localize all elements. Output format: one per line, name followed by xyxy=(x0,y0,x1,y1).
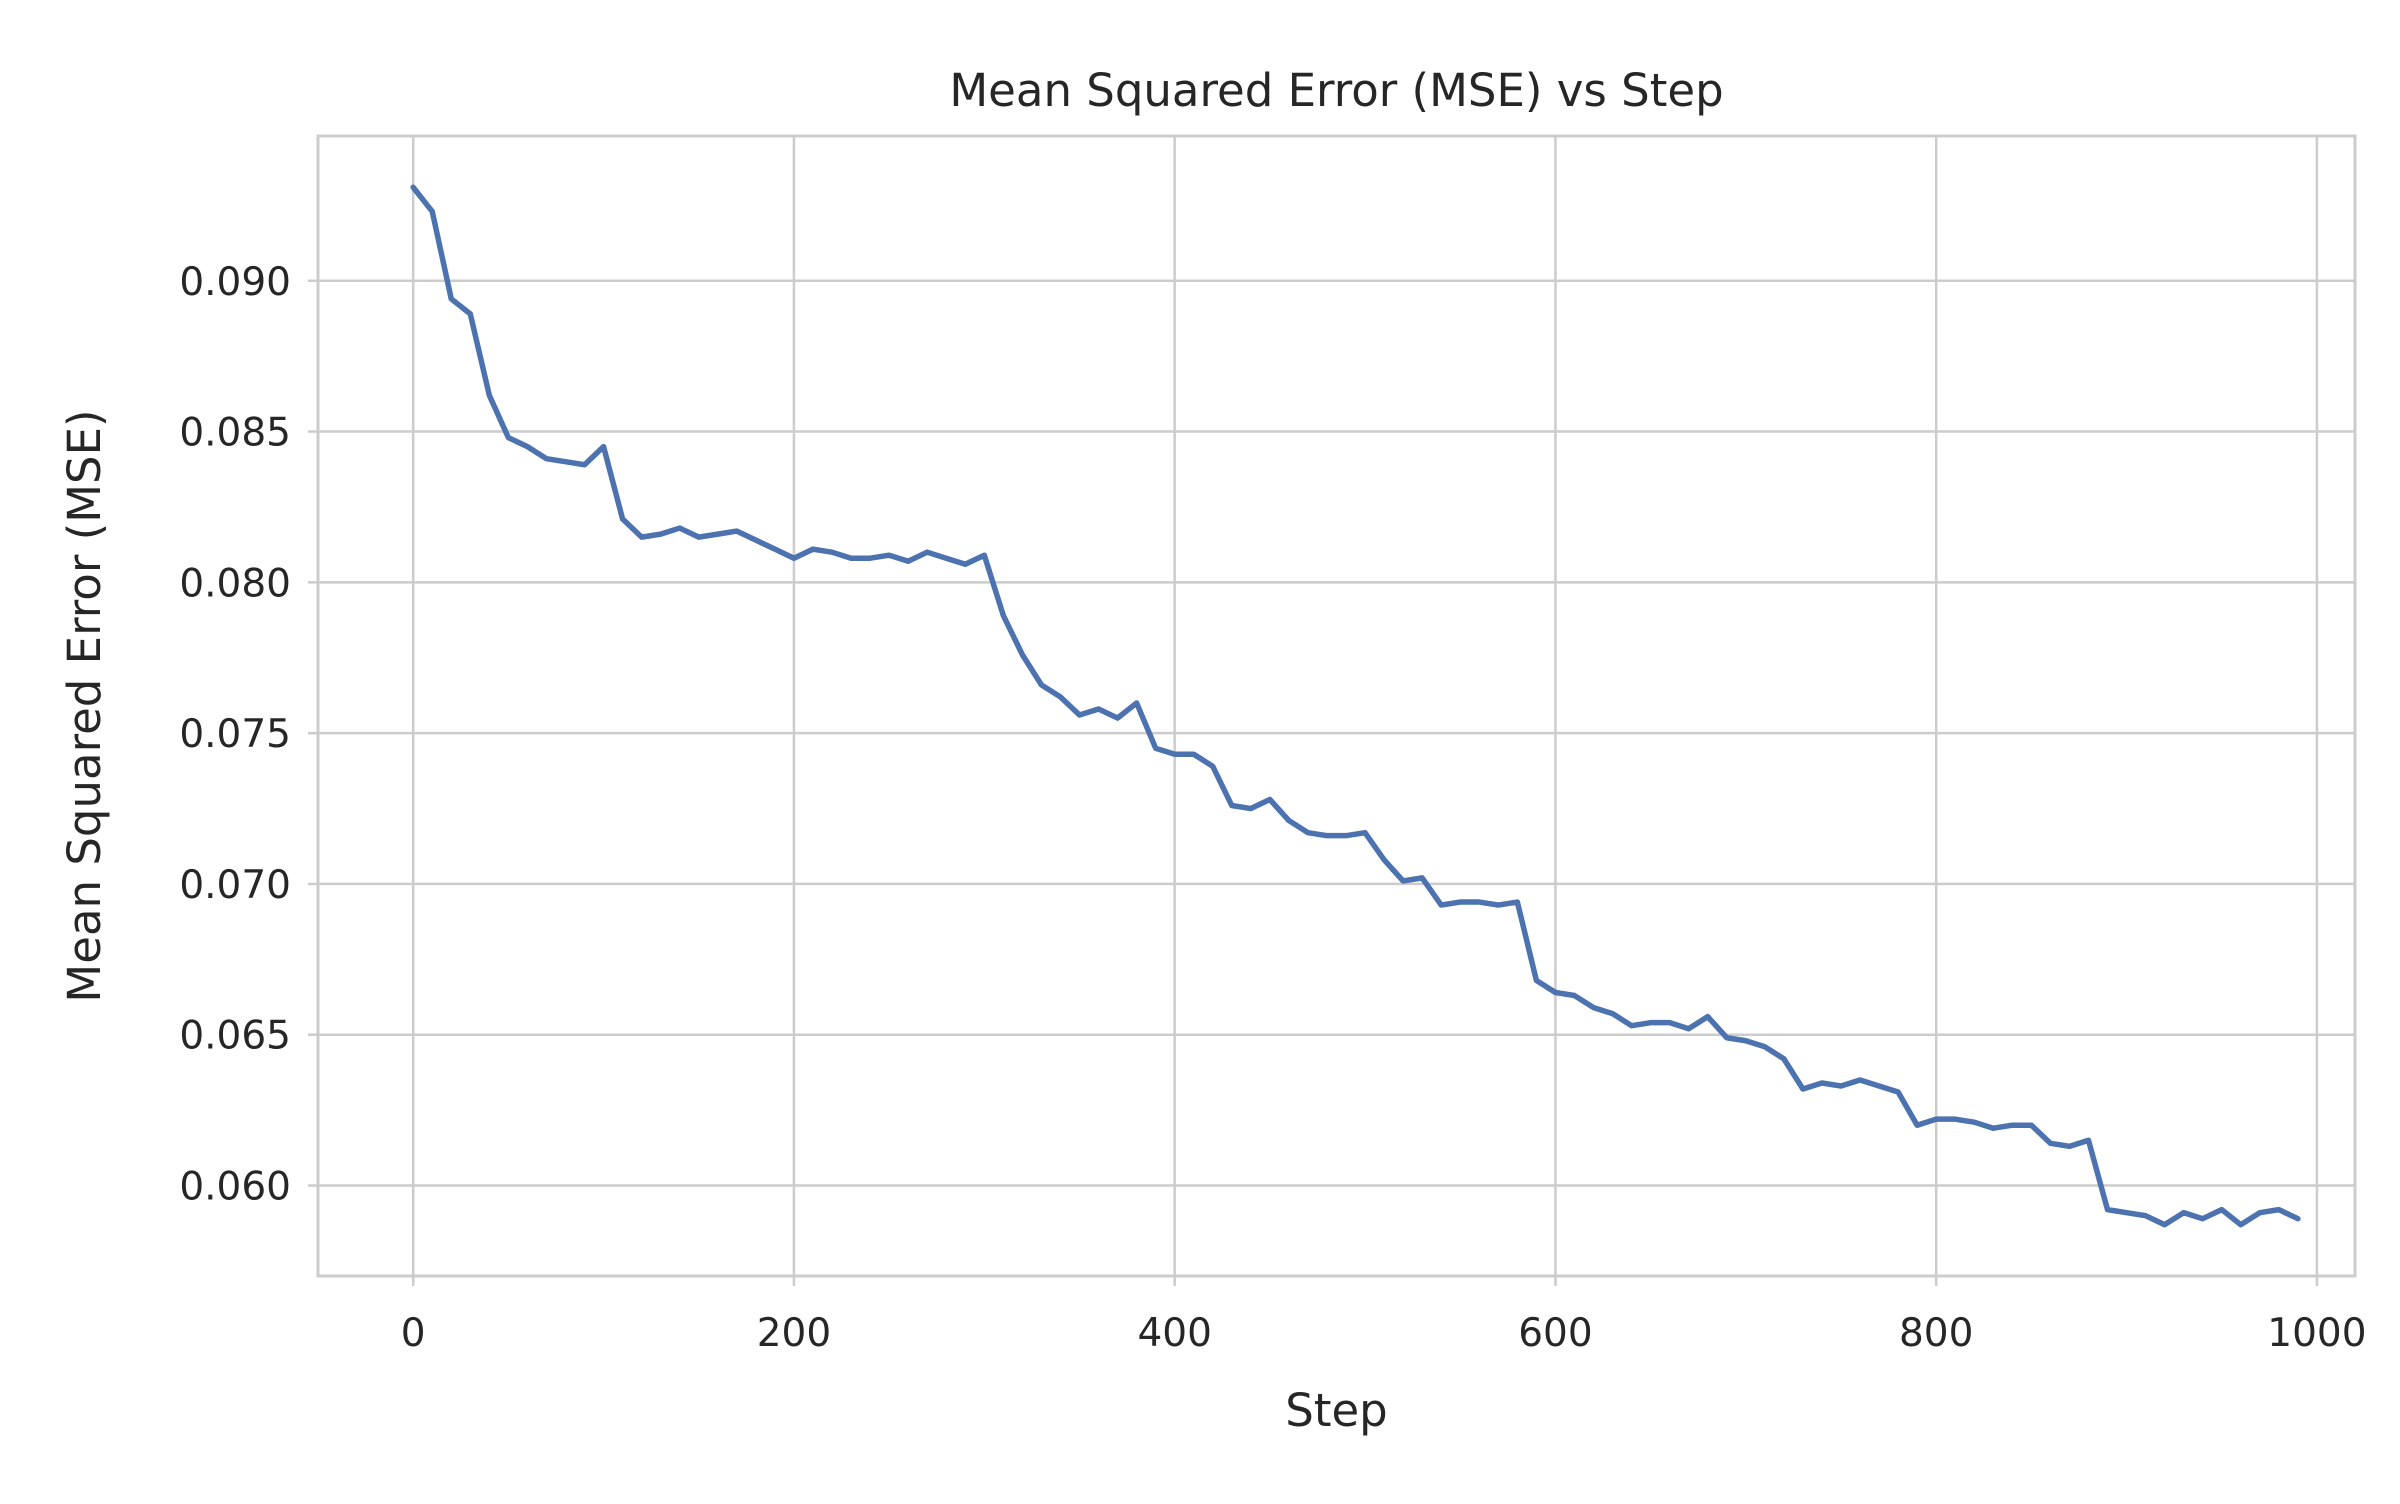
x-tick-label: 200 xyxy=(757,1311,831,1356)
y-tick-label: 0.080 xyxy=(179,561,291,606)
x-tick-label: 1000 xyxy=(2267,1311,2366,1356)
series-layer xyxy=(410,184,2301,1228)
y-tick-label: 0.075 xyxy=(179,712,291,757)
grid xyxy=(318,136,2355,1276)
y-tick-label: 0.060 xyxy=(179,1165,291,1210)
y-axis-ticks: 0.060 0.065 0.070 0.075 0.080 0.085 0.090 xyxy=(179,260,318,1210)
y-tick-label: 0.085 xyxy=(179,411,291,456)
x-axis-ticks: 0 200 400 600 800 1000 xyxy=(401,1276,2367,1356)
x-axis-label: Step xyxy=(1285,1384,1387,1437)
x-tick-label: 600 xyxy=(1518,1311,1592,1356)
x-tick-label: 800 xyxy=(1899,1311,1973,1356)
chart-title: Mean Squared Error (MSE) vs Step xyxy=(949,64,1723,117)
y-tick-label: 0.090 xyxy=(179,260,291,305)
x-tick-label: 400 xyxy=(1137,1311,1211,1356)
y-tick-label: 0.070 xyxy=(179,863,291,908)
y-axis-label: Mean Squared Error (MSE) xyxy=(58,409,111,1002)
x-tick-label: 0 xyxy=(401,1311,426,1356)
mse-series-line xyxy=(410,184,2301,1228)
plot-frame xyxy=(316,134,2357,1278)
y-tick-label: 0.065 xyxy=(179,1014,291,1059)
